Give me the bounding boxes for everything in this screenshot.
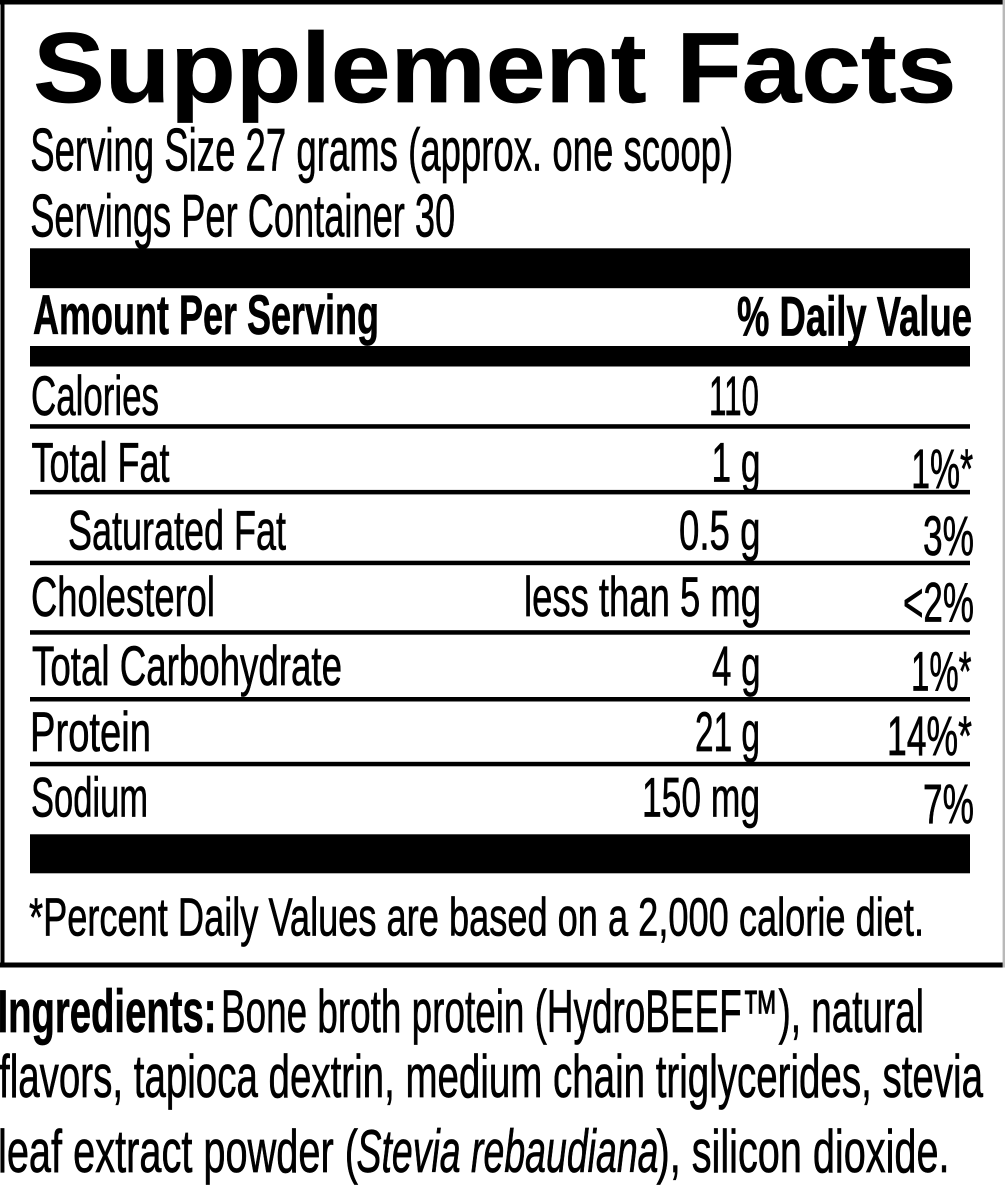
svg-text:<2%: <2% (903, 571, 974, 634)
svg-text:0.5 g: 0.5 g (679, 499, 761, 562)
svg-text:less than 5 mg: less than 5 mg (524, 565, 761, 628)
svg-text:Supplement Facts: Supplement Facts (33, 12, 956, 123)
svg-text:Servings Per Container 30: Servings Per Container 30 (30, 182, 455, 250)
svg-text:110: 110 (709, 364, 759, 427)
svg-text:21 g: 21 g (695, 700, 760, 763)
svg-text:4 g: 4 g (712, 634, 761, 697)
svg-text:14%*: 14%* (887, 704, 972, 767)
svg-text:Cholesterol: Cholesterol (31, 565, 215, 628)
svg-text:Calories: Calories (31, 364, 159, 427)
svg-text:3%: 3% (923, 504, 974, 567)
svg-text:% Daily Value: % Daily Value (737, 284, 972, 347)
svg-text:flavors, tapioca dextrin, medi: flavors, tapioca dextrin, medium chain t… (0, 1043, 983, 1110)
svg-text:), silicon dioxide.: ), silicon dioxide. (657, 1118, 950, 1185)
svg-text:leaf extract powder (: leaf extract powder ( (0, 1118, 358, 1185)
svg-text:Sodium: Sodium (31, 766, 148, 829)
svg-text:Ingredients:: Ingredients: (0, 978, 217, 1045)
svg-text:Total Fat: Total Fat (32, 431, 170, 494)
svg-text:Saturated Fat: Saturated Fat (68, 499, 286, 562)
svg-text:7%: 7% (923, 772, 974, 835)
svg-text:Amount Per Serving: Amount Per Serving (33, 283, 379, 346)
svg-text:Protein: Protein (30, 700, 151, 763)
svg-text:Serving Size 27 grams (approx.: Serving Size 27 grams (approx. one scoop… (30, 116, 733, 184)
svg-text:Total Carbohydrate: Total Carbohydrate (32, 634, 342, 697)
svg-text:1%*: 1%* (911, 640, 972, 703)
svg-text:*Percent Daily Values are base: *Percent Daily Values are based on a 2,0… (29, 889, 924, 948)
svg-text:1%*: 1%* (911, 437, 973, 500)
svg-text:Bone broth protein (HydroBEEF™: Bone broth protein (HydroBEEF™), natural (221, 978, 924, 1045)
svg-text:Stevia rebaudiana: Stevia rebaudiana (357, 1118, 659, 1185)
svg-text:1 g: 1 g (712, 431, 761, 494)
svg-text:150 mg: 150 mg (642, 766, 760, 829)
